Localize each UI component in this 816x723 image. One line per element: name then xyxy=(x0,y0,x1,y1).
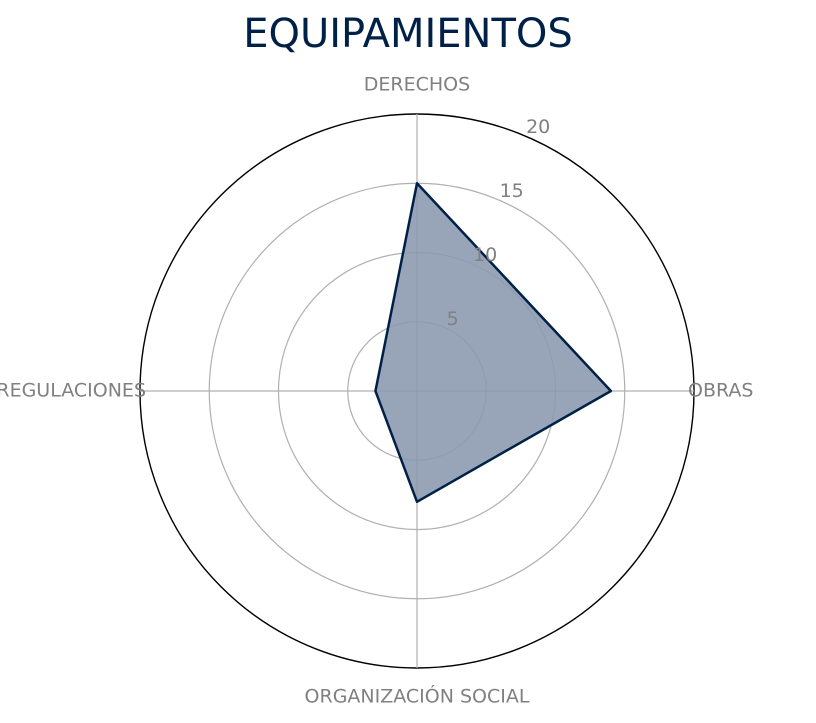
tick-label-20: 20 xyxy=(526,116,550,138)
axis-label-organización-social: ORGANIZACIÓN SOCIAL xyxy=(305,684,530,708)
tick-label-10: 10 xyxy=(473,244,497,266)
data-layer xyxy=(374,182,613,504)
label-layer: 5 10 15 20 DERECHOS OBRAS ORGANIZACIÓN SOCIAL R… xyxy=(0,74,753,708)
tick-label-5: 5 xyxy=(447,308,459,330)
series-line-0 xyxy=(374,182,613,504)
axis-label-regulaciones: REGULACIONES xyxy=(0,380,146,402)
series-fill-0 xyxy=(375,183,611,502)
axis-label-obras: OBRAS xyxy=(688,380,753,402)
chart-title: EQUIPAMIENTOS xyxy=(243,11,573,57)
axis-label-derechos: DERECHOS xyxy=(364,74,470,96)
tick-label-15: 15 xyxy=(500,180,524,202)
